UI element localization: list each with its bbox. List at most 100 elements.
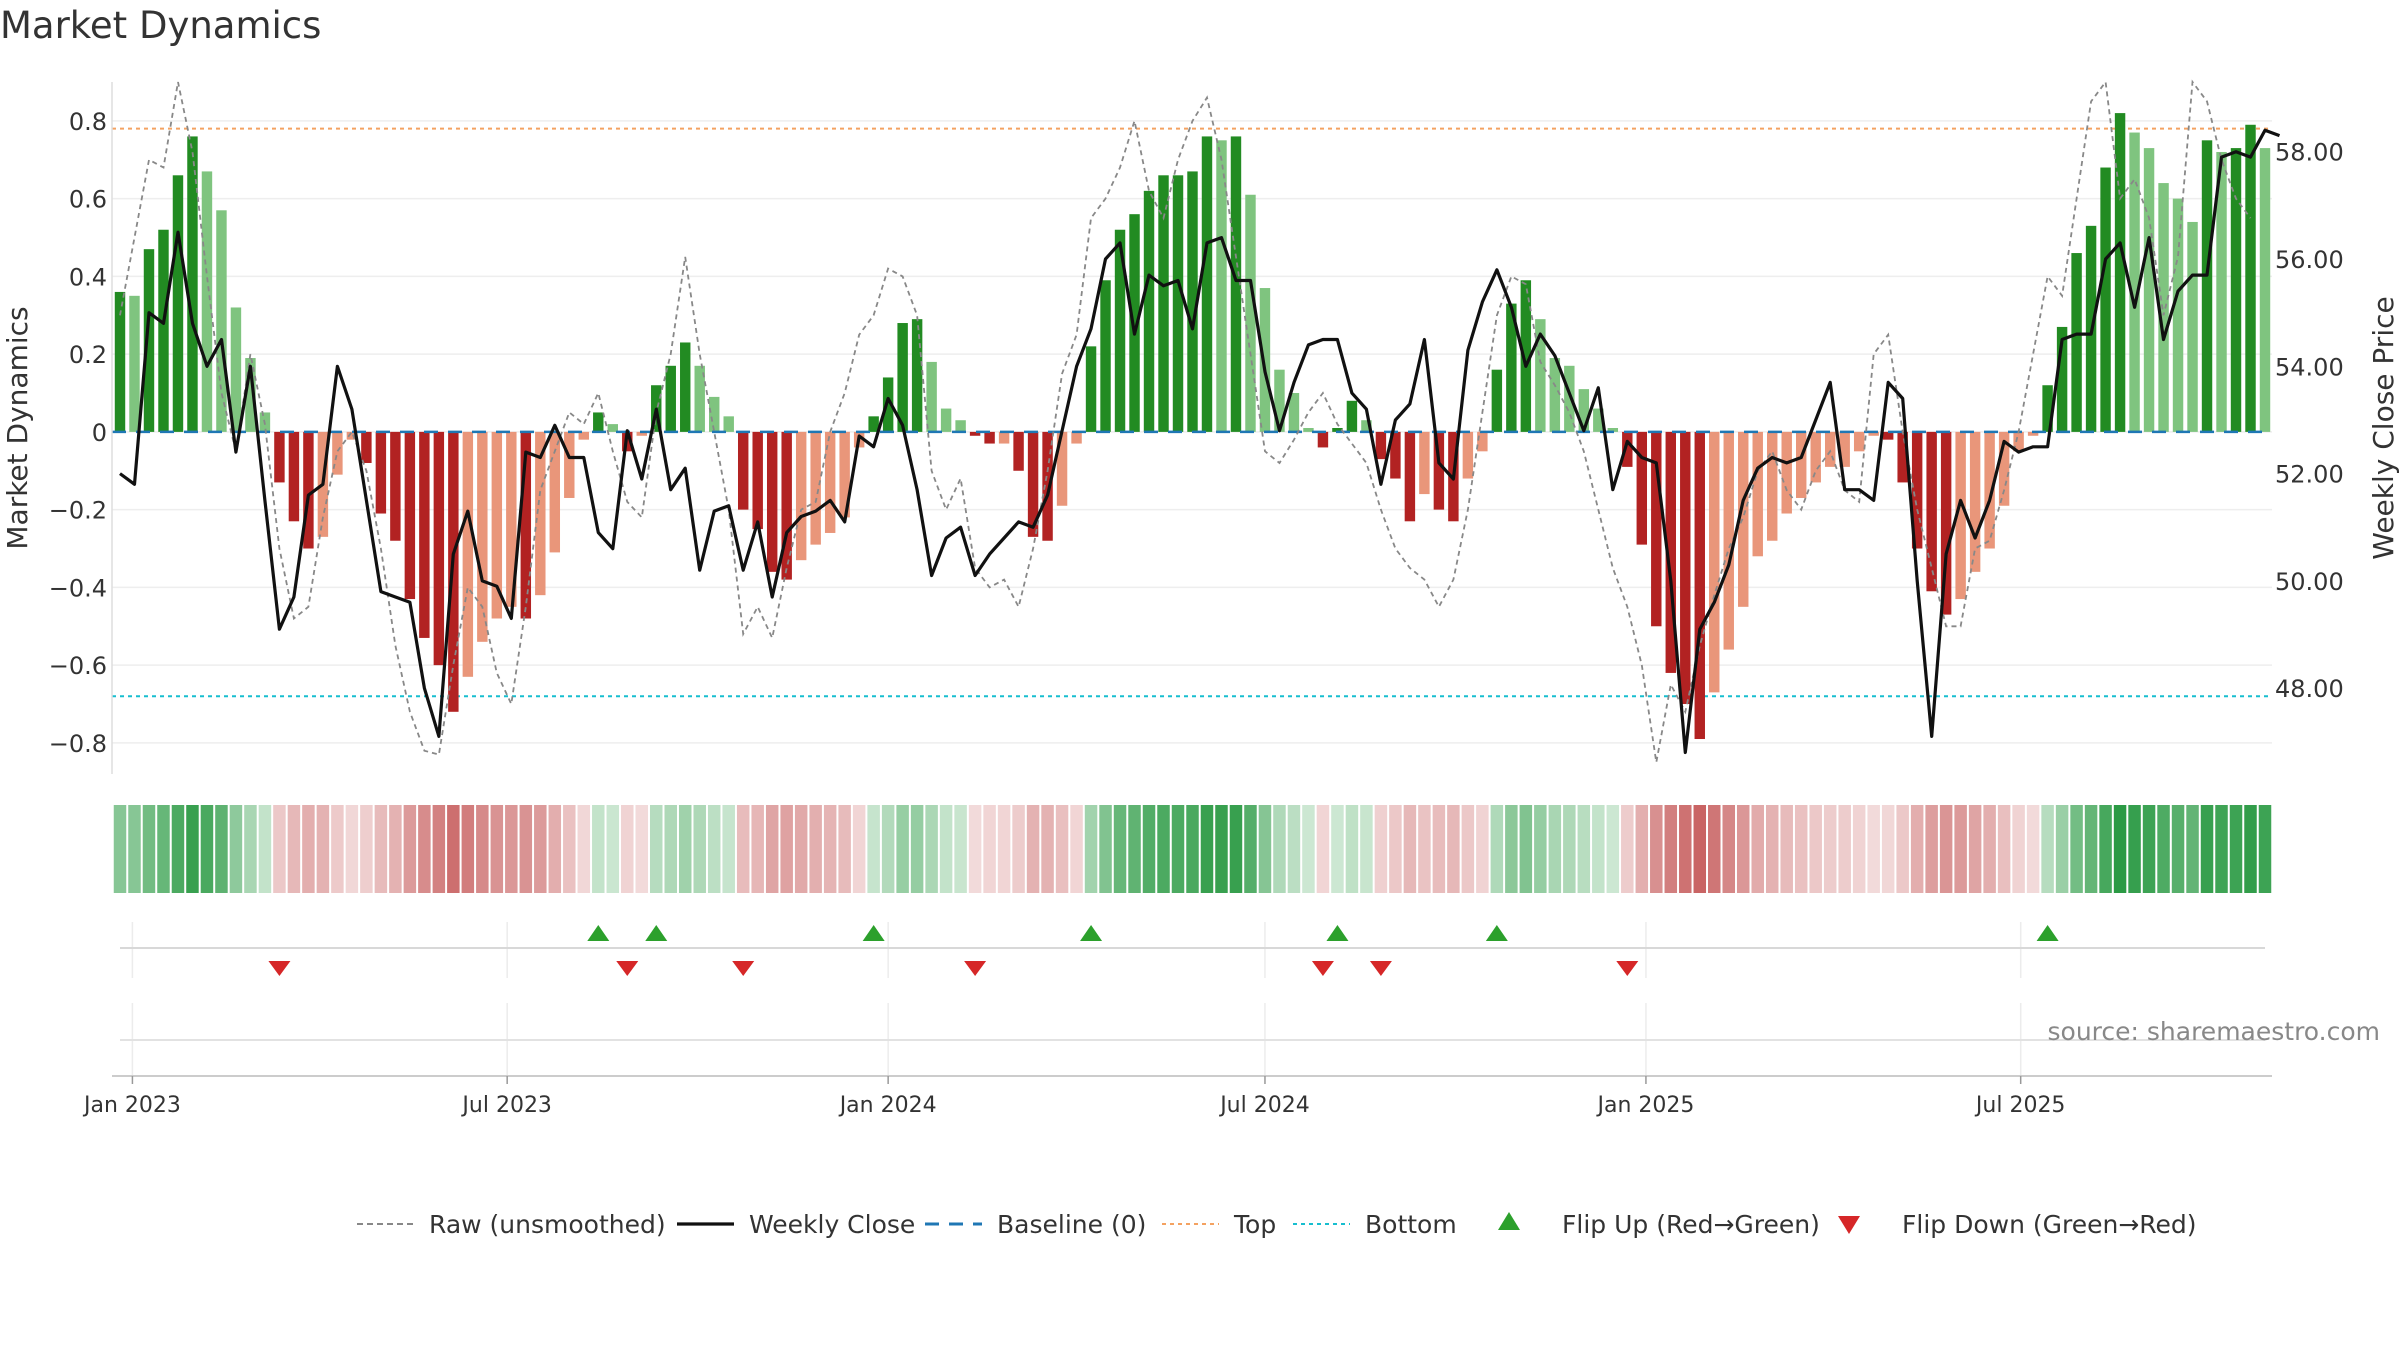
dynamics-bar — [940, 408, 952, 432]
dynamics-bar — [1897, 431, 1908, 483]
dynamics-bar — [1882, 431, 1894, 440]
left-axis-ticks: 0.8 0.6 0.4 0.2 0 −0.2 −0.4 −0.6 −0.8 — [49, 108, 107, 758]
strip-cell — [621, 805, 634, 893]
strip-cell — [345, 805, 359, 893]
strip-cell — [519, 805, 533, 893]
strip-cell — [1026, 805, 1040, 893]
dynamics-bar — [795, 431, 807, 561]
strip-cell — [1389, 805, 1402, 893]
strip-cell — [577, 805, 591, 893]
strip-cell — [302, 805, 315, 893]
flip-panel — [120, 922, 2265, 978]
strip-cell — [273, 805, 286, 893]
dynamics-bar — [274, 431, 285, 483]
strip-cell — [1374, 805, 1388, 893]
strip-cell — [1258, 805, 1272, 893]
legend-label: Top — [1233, 1210, 1276, 1239]
strip-cell — [2070, 805, 2083, 893]
strip-cell — [1287, 805, 1301, 893]
dynamics-bar — [578, 431, 590, 440]
strip-cell — [360, 805, 373, 893]
strip-cell — [983, 805, 996, 893]
right-tick-label: 58.00 — [2275, 139, 2344, 167]
strip-cell — [592, 805, 605, 893]
dynamics-bar — [564, 431, 575, 498]
flip-up-marker — [587, 925, 610, 941]
dynamics-bar — [593, 412, 604, 432]
strip-cell — [939, 805, 953, 893]
right-tick-label: 56.00 — [2275, 246, 2344, 274]
strip-cell — [1316, 805, 1330, 893]
strip-cell — [113, 805, 127, 893]
dynamics-bar — [1404, 431, 1416, 522]
regime-color-strip — [113, 805, 2272, 893]
flip-down-marker — [616, 961, 639, 976]
date-tick-label: Jul 2024 — [1218, 1093, 1310, 1118]
strip-cell — [1968, 805, 1982, 893]
dynamics-bar — [1680, 431, 1691, 705]
strip-cell — [200, 805, 214, 893]
dynamics-bar — [1245, 194, 1256, 432]
date-tick-label: Jul 2023 — [460, 1093, 552, 1118]
strip-cell — [1679, 805, 1692, 893]
flip-markers — [268, 925, 2059, 976]
right-axis-label: Weekly Close Price — [2367, 296, 2400, 559]
strip-cell — [925, 805, 938, 893]
dynamics-bar — [882, 377, 894, 432]
flip-up-marker — [862, 925, 885, 941]
dynamics-bar — [404, 431, 416, 600]
flip-up-marker — [2036, 925, 2059, 941]
strip-cell — [2229, 805, 2243, 893]
strip-cell — [1736, 805, 1750, 893]
dynamics-bar — [201, 171, 213, 432]
strip-cell — [1200, 805, 1214, 893]
strip-cell — [287, 805, 301, 893]
strip-cell — [1606, 805, 1620, 893]
strip-cell — [1954, 805, 1967, 893]
flip-down-marker — [732, 961, 755, 976]
strip-cell — [1447, 805, 1460, 893]
dynamics-bar — [752, 431, 763, 530]
strip-cell — [186, 805, 199, 893]
strip-cell — [1534, 805, 1547, 893]
dynamics-bar — [2259, 148, 2271, 432]
strip-cell — [852, 805, 866, 893]
dynamics-bar — [1433, 431, 1445, 510]
strip-cell — [476, 805, 489, 893]
dynamics-bar — [709, 396, 720, 432]
strip-cell — [1910, 805, 1924, 893]
dynamics-bar — [955, 420, 966, 432]
dynamics-bar — [1578, 389, 1590, 432]
strip-cell — [765, 805, 779, 893]
dynamics-bar — [1332, 428, 1343, 432]
dynamics-bar — [419, 431, 430, 638]
dynamics-bar — [1158, 175, 1169, 432]
strip-cell — [1215, 805, 1228, 893]
dynamics-bar — [607, 424, 618, 432]
strip-cell — [171, 805, 185, 893]
dynamics-bar — [1390, 431, 1401, 479]
dynamics-bar — [1100, 280, 1111, 432]
strip-cell — [1055, 805, 1069, 893]
strip-cell — [1621, 805, 1634, 893]
left-tick-label: −0.4 — [49, 574, 107, 602]
dynamics-bar — [2129, 132, 2140, 432]
flip-up-marker — [1326, 925, 1349, 941]
legend: Raw (unsmoothed) Weekly Close Baseline (0)… — [357, 1210, 2197, 1239]
dynamics-bar — [1752, 431, 1763, 557]
strip-cell — [1476, 805, 1489, 893]
strip-cell — [910, 805, 924, 893]
dynamics-bar — [766, 431, 778, 572]
dynamics-bar — [680, 342, 691, 432]
date-tick-label: Jan 2024 — [838, 1093, 937, 1118]
dynamics-bar — [2056, 326, 2068, 432]
dynamics-bar — [477, 431, 488, 642]
strip-cell — [2171, 805, 2185, 893]
strip-cell — [1664, 805, 1678, 893]
strip-cell — [1823, 805, 1837, 893]
right-tick-label: 48.00 — [2275, 675, 2344, 703]
flip-up-marker — [1080, 925, 1103, 941]
dynamics-bar — [824, 431, 836, 533]
strip-cell — [954, 805, 967, 893]
strip-cell — [751, 805, 764, 893]
